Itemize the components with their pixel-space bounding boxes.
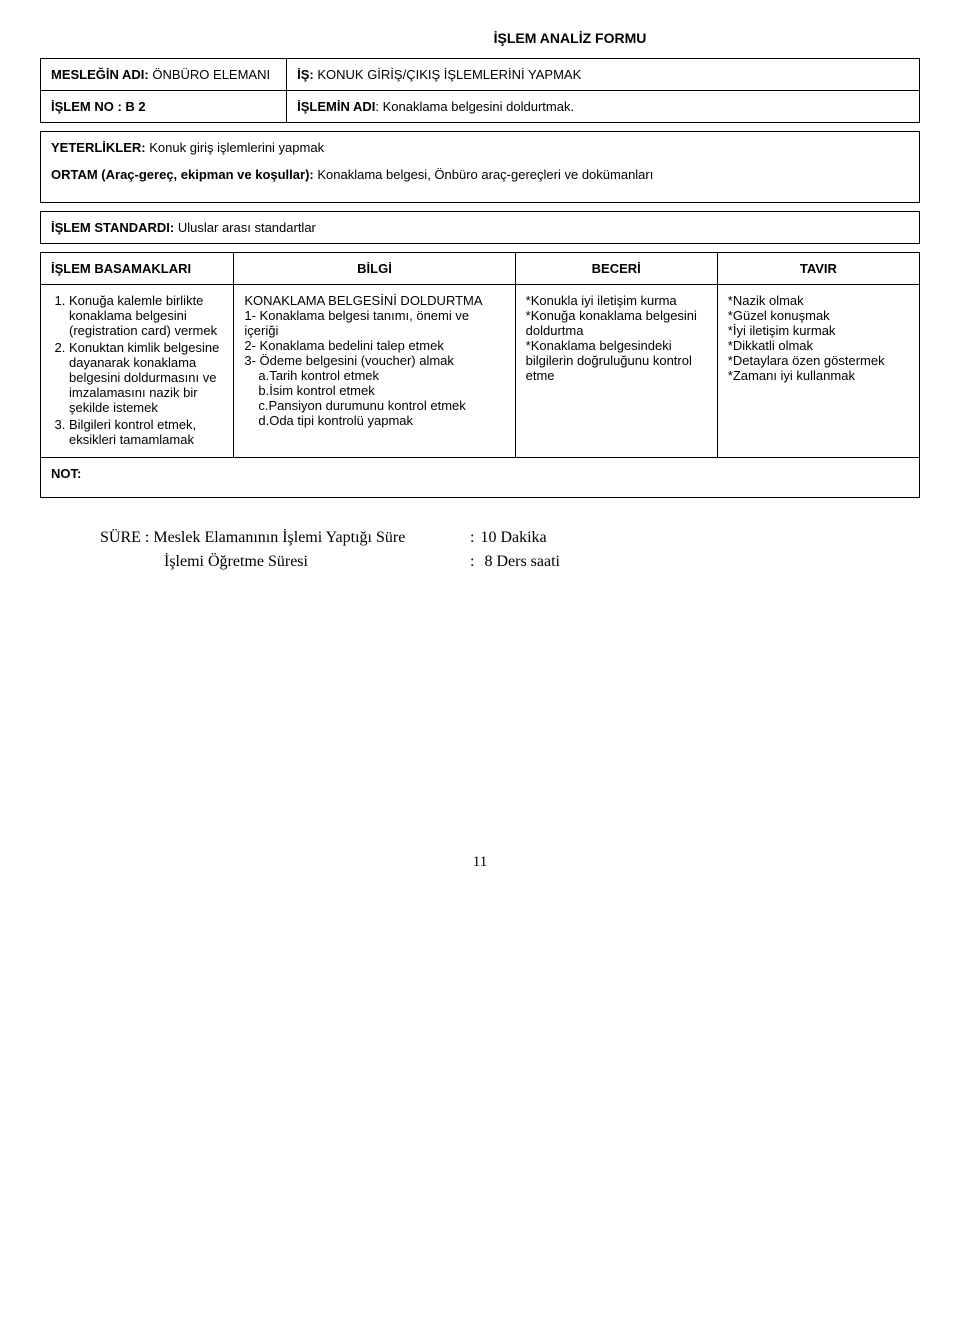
main-table: İŞLEM BASAMAKLARI BİLGİ BECERİ TAVIR Kon… — [40, 252, 920, 498]
not-cell: NOT: — [41, 458, 920, 498]
islemin-adi-cell: İŞLEMİN ADI: Konaklama belgesini doldurt… — [287, 91, 920, 123]
beceri-cell: *Konukla iyi iletişim kurma *Konuğa kona… — [515, 285, 717, 458]
meslegin-adi-label: MESLEĞİN ADI: — [51, 67, 149, 82]
standard-table: İŞLEM STANDARDI: Uluslar arası standartl… — [40, 211, 920, 244]
col-tavir-header: TAVIR — [717, 253, 919, 285]
sure-label-2: İşlemi Öğretme Süresi — [164, 550, 470, 574]
tavir-4: *Dikkatli olmak — [728, 338, 909, 353]
col-bilgi-header: BİLGİ — [234, 253, 515, 285]
tavir-3: *İyi iletişim kurmak — [728, 323, 909, 338]
step-2: Konuktan kimlik belgesine dayanarak kona… — [69, 340, 223, 415]
sure-value-1: 10 Dakika — [480, 526, 546, 550]
is-cell: İŞ: KONUK GİRİŞ/ÇIKIŞ İŞLEMLERİNİ YAPMAK — [287, 59, 920, 91]
standard-label: İŞLEM STANDARDI: — [51, 220, 174, 235]
bilgi-b: b.İsim kontrol etmek — [258, 383, 504, 398]
sure-colon-1: : — [470, 526, 474, 550]
meslegin-adi-value: ÖNBÜRO ELEMANI — [149, 67, 270, 82]
tavir-1: *Nazik olmak — [728, 293, 909, 308]
is-label: İŞ: — [297, 67, 314, 82]
islem-no-value: B 2 — [122, 99, 146, 114]
yeterlikler-label: YETERLİKLER: — [51, 140, 146, 155]
standard-cell: İŞLEM STANDARDI: Uluslar arası standartl… — [41, 212, 920, 244]
page-number: 11 — [40, 854, 920, 871]
col-basamaklari-header: İŞLEM BASAMAKLARI — [41, 253, 234, 285]
yeterlikler-table: YETERLİKLER: Konuk giriş işlemlerini yap… — [40, 131, 920, 203]
yeterlikler-value: Konuk giriş işlemlerini yapmak — [146, 140, 324, 155]
islemin-adi-value: : Konaklama belgesini doldurtmak. — [375, 99, 574, 114]
meslegin-adi-cell: MESLEĞİN ADI: ÖNBÜRO ELEMANI — [41, 59, 287, 91]
sure-value-2: 8 Ders saati — [484, 550, 560, 574]
is-value: KONUK GİRİŞ/ÇIKIŞ İŞLEMLERİNİ YAPMAK — [314, 67, 582, 82]
ortam-label: ORTAM (Araç-gereç, ekipman ve koşullar): — [51, 167, 314, 182]
bilgi-l3: 3- Ödeme belgesini (voucher) almak — [244, 353, 504, 368]
step-3: Bilgileri kontrol etmek, eksikleri tamam… — [69, 417, 223, 447]
bilgi-c: c.Pansiyon durumunu kontrol etmek — [258, 398, 504, 413]
bilgi-cell: KONAKLAMA BELGESİNİ DOLDURTMA 1- Konakla… — [234, 285, 515, 458]
tavir-2: *Güzel konuşmak — [728, 308, 909, 323]
islemin-adi-label: İŞLEMİN ADI — [297, 99, 375, 114]
beceri-1: *Konukla iyi iletişim kurma — [526, 293, 707, 308]
tavir-6: *Zamanı iyi kullanmak — [728, 368, 909, 383]
sure-label-1: SÜRE : Meslek Elamanının İşlemi Yaptığı … — [100, 526, 470, 550]
beceri-2: *Konuğa konaklama belgesini doldurtma — [526, 308, 707, 338]
standard-value: Uluslar arası standartlar — [174, 220, 316, 235]
step-1: Konuğa kalemle birlikte konaklama belges… — [69, 293, 223, 338]
sure-colon-2: : — [470, 550, 474, 574]
col-beceri-header: BECERİ — [515, 253, 717, 285]
yeterlikler-cell: YETERLİKLER: Konuk giriş işlemlerini yap… — [41, 132, 920, 203]
beceri-3: *Konaklama belgesindeki bilgilerin doğru… — [526, 338, 707, 383]
header-table: MESLEĞİN ADI: ÖNBÜRO ELEMANI İŞ: KONUK G… — [40, 58, 920, 123]
steps-cell: Konuğa kalemle birlikte konaklama belges… — [41, 285, 234, 458]
bilgi-heading: KONAKLAMA BELGESİNİ DOLDURTMA — [244, 293, 504, 308]
form-title: İŞLEM ANALİZ FORMU — [220, 30, 920, 46]
islem-no-cell: İŞLEM NO : B 2 — [41, 91, 287, 123]
bilgi-l1: 1- Konaklama belgesi tanımı, önemi ve iç… — [244, 308, 504, 338]
islem-no-label: İŞLEM NO : — [51, 99, 122, 114]
sure-block: SÜRE : Meslek Elamanının İşlemi Yaptığı … — [100, 526, 920, 574]
bilgi-l2: 2- Konaklama bedelini talep etmek — [244, 338, 504, 353]
tavir-5: *Detaylara özen göstermek — [728, 353, 909, 368]
tavir-cell: *Nazik olmak *Güzel konuşmak *İyi iletiş… — [717, 285, 919, 458]
ortam-value: Konaklama belgesi, Önbüro araç-gereçleri… — [314, 167, 654, 182]
bilgi-d: d.Oda tipi kontrolü yapmak — [258, 413, 504, 428]
bilgi-a: a.Tarih kontrol etmek — [258, 368, 504, 383]
